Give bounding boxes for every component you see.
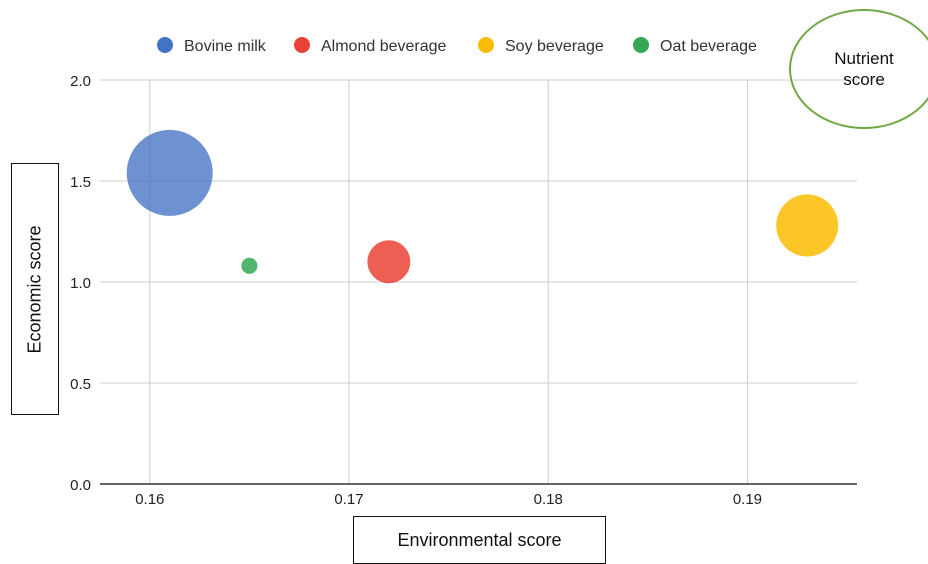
size-legend-oval: Nutrient score <box>789 9 928 129</box>
bubble-soy-beverage <box>776 194 839 257</box>
y-axis-label-box: Economic score <box>11 163 59 415</box>
size-legend-line1: Nutrient <box>834 49 894 68</box>
legend-marker-bovine-milk <box>157 37 173 53</box>
legend-label: Almond beverage <box>321 38 447 55</box>
x-axis-label-box: Environmental score <box>353 516 606 564</box>
legend: Bovine milk Almond beverage Soy beverage Oa… <box>157 37 757 55</box>
y-tick-label: 1.0 <box>70 275 91 292</box>
bubbles <box>126 129 839 284</box>
x-axis-label: Environmental score <box>397 529 562 550</box>
x-tick-label: 0.16 <box>135 491 164 508</box>
grid-lines <box>100 79 857 484</box>
bubble-bovine-milk <box>126 129 213 216</box>
y-tick-label: 1.5 <box>70 174 91 191</box>
y-axis-label: Economic score <box>24 224 45 354</box>
y-tick-label: 0.5 <box>70 376 91 393</box>
x-tick-label: 0.19 <box>733 491 762 508</box>
legend-label: Soy beverage <box>505 38 604 55</box>
legend-marker-soy-beverage <box>478 37 494 53</box>
size-legend-line2: score <box>843 70 885 89</box>
legend-marker-oat-beverage <box>633 37 649 53</box>
bubble-almond-beverage <box>367 240 411 284</box>
x-tick-label: 0.17 <box>334 491 363 508</box>
x-tick-label: 0.18 <box>534 491 563 508</box>
legend-marker-almond-beverage <box>294 37 310 53</box>
tick-labels: 0.0 0.5 1.0 1.5 2.0 0.16 0.17 0.18 0.19 <box>70 73 762 508</box>
y-tick-label: 2.0 <box>70 73 91 90</box>
legend-label: Oat beverage <box>660 38 757 55</box>
bubble-oat-beverage <box>241 257 258 274</box>
y-tick-label: 0.0 <box>70 477 91 494</box>
legend-label: Bovine milk <box>184 38 267 55</box>
